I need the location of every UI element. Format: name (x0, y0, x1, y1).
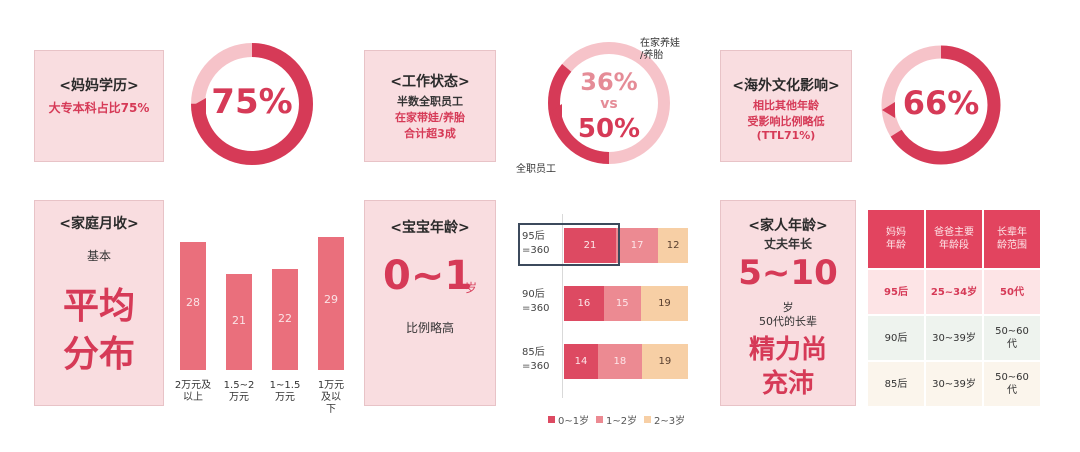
income-bar-value: 22 (278, 311, 292, 325)
family-age-big2-line1: 精力尚 (748, 335, 827, 365)
overseas-ring: 66% (878, 42, 1004, 168)
overseas-line2: 受影响比例略低 (747, 115, 825, 128)
table-cell: 50代 (984, 270, 1040, 314)
overseas-title: <海外文化影响> (732, 78, 840, 94)
mom-education-card: <妈妈学历> 大专本科占比75% (34, 50, 164, 162)
legend-label: 1~2岁 (606, 416, 638, 427)
family-age-table: 妈妈 年龄 爸爸主要 年龄段 长辈年 龄范围 95后 25~34岁 50代 90后 30~39… (868, 210, 1042, 408)
income-bar-value: 29 (324, 292, 338, 306)
work-status-card: <工作状态> 半数全职员工 在家带娃/养胎 合计超3成 (364, 50, 496, 162)
income-category-label: 1~1.5 万元 (269, 380, 301, 403)
overseas-card: <海外文化影响> 相比其他年龄 受影响比例略低 (TTL71%) (720, 50, 852, 162)
legend-swatch (596, 416, 603, 423)
table-cell: 50~60 代 (984, 362, 1040, 406)
table-cell: 25~34岁 (926, 270, 982, 314)
work-status-title: <工作状态> (390, 74, 470, 90)
table-cell: 50~60 代 (984, 316, 1040, 360)
income-bar-value: 21 (232, 314, 246, 328)
baby-age-note: 比例略高 (405, 321, 454, 335)
stacked-bar-segment: 17 (616, 228, 659, 263)
ring-value-bottom: 50% (577, 114, 641, 144)
stacked-row-label: 90后 =360 (522, 289, 550, 314)
stacked-bar-segment: 14 (564, 344, 599, 379)
family-age-big2-line2: 充沛 (761, 369, 814, 399)
income-bar (180, 241, 206, 370)
table-cell: 30~39岁 (926, 316, 982, 360)
table-cell: 95后 (868, 270, 924, 314)
stacked-bar-segment: 18 (598, 344, 642, 379)
overseas-line3: (TTL71%) (756, 129, 816, 142)
income-bar-chart: 28 2万元及 以上 21 1.5~2 万元 22 1~1.5 万元 29 1万元 及以 下 (170, 228, 360, 428)
ring-arrow-icon (192, 98, 206, 114)
income-title: <家庭月收> (59, 216, 139, 232)
stacked-bar-segment: 19 (640, 286, 688, 321)
legend-label: 2~3岁 (654, 416, 686, 427)
income-card: <家庭月收> 基本 平均 分布 (34, 200, 164, 406)
ring-value: 66% (902, 84, 980, 122)
family-age-line1: 丈夫年长 (763, 237, 812, 251)
family-age-title: <家人年龄> (748, 218, 828, 234)
mom-education-title: <妈妈学历> (59, 78, 139, 94)
work-status-ring: 36% vs 50% (544, 38, 674, 168)
legend-swatch (644, 416, 651, 423)
ring-arrow-icon (882, 102, 895, 118)
baby-age-title: <宝宝年龄> (390, 220, 470, 236)
stacked-bar-segment: 12 (658, 228, 688, 263)
highlight-box (518, 223, 621, 266)
stacked-chart-axis (562, 214, 563, 398)
income-line1: 基本 (86, 249, 111, 263)
income-category-label: 1万元 及以 下 (317, 380, 345, 415)
ring-arrow-icon (550, 104, 562, 120)
ring-progress (548, 42, 670, 164)
stacked-row-label: 85后 =360 (522, 347, 550, 372)
ring-value-top: 36% (580, 68, 638, 96)
mom-education-ring: 75% (188, 40, 316, 168)
family-age-card: <家人年龄> 丈夫年长 5~10 岁 50代的长辈 精力尚 充沛 (720, 200, 856, 406)
table-header-cell: 爸爸主要 年龄段 (926, 210, 982, 268)
legend-label: 0~1岁 (558, 416, 590, 427)
stacked-bar-segment: 16 (564, 286, 604, 321)
ring-progress (881, 45, 1001, 165)
family-age-line2: 50代的长辈 (759, 315, 817, 328)
stacked-bar-segment: 19 (641, 344, 688, 379)
stacked-row-label: 95后 =360 (522, 231, 550, 256)
baby-age-stacked-chart: 95后 =360 21 17 12 90后 =360 16 15 19 85后 =360 14 18… (512, 208, 698, 427)
income-bar (272, 269, 298, 370)
mom-education-subtitle: 大专本科占比75% (48, 101, 150, 115)
ring-label-top: 在家养娃 /养胎 (640, 38, 680, 61)
income-big-line2: 分布 (62, 334, 135, 375)
ring-value: 75% (211, 82, 293, 122)
baby-age-big: 0~1 (383, 253, 473, 299)
legend-swatch (548, 416, 555, 423)
family-age-big: 5~10 (738, 253, 838, 293)
overseas-line1: 相比其他年龄 (753, 99, 819, 112)
table-cell: 30~39岁 (926, 362, 982, 406)
work-status-line2: 在家带娃/养胎 (394, 111, 466, 124)
baby-age-unit: 岁 (465, 281, 478, 295)
work-status-line3: 合计超3成 (404, 127, 456, 140)
stacked-bar-segment: 21 (564, 228, 617, 263)
family-age-unit: 岁 (782, 301, 794, 314)
table-header-cell: 妈妈 年龄 (868, 210, 924, 268)
work-status-line1: 半数全职员工 (397, 95, 463, 108)
ring-label-bottom: 全职员工 (516, 164, 556, 175)
income-category-label: 2万元及 以上 (174, 380, 212, 403)
income-category-label: 1.5~2 万元 (223, 380, 255, 403)
income-bar (318, 237, 344, 370)
income-bar-value: 28 (186, 295, 200, 309)
stacked-bar-segment: 15 (603, 286, 641, 321)
baby-age-card: <宝宝年龄> 0~1 岁 比例略高 (364, 200, 496, 406)
table-cell: 85后 (868, 362, 924, 406)
table-cell: 90后 (868, 316, 924, 360)
ring-vs: vs (600, 96, 618, 112)
income-big-line1: 平均 (62, 286, 135, 327)
income-bar (226, 273, 252, 370)
table-header-cell: 长辈年 龄范围 (984, 210, 1040, 268)
